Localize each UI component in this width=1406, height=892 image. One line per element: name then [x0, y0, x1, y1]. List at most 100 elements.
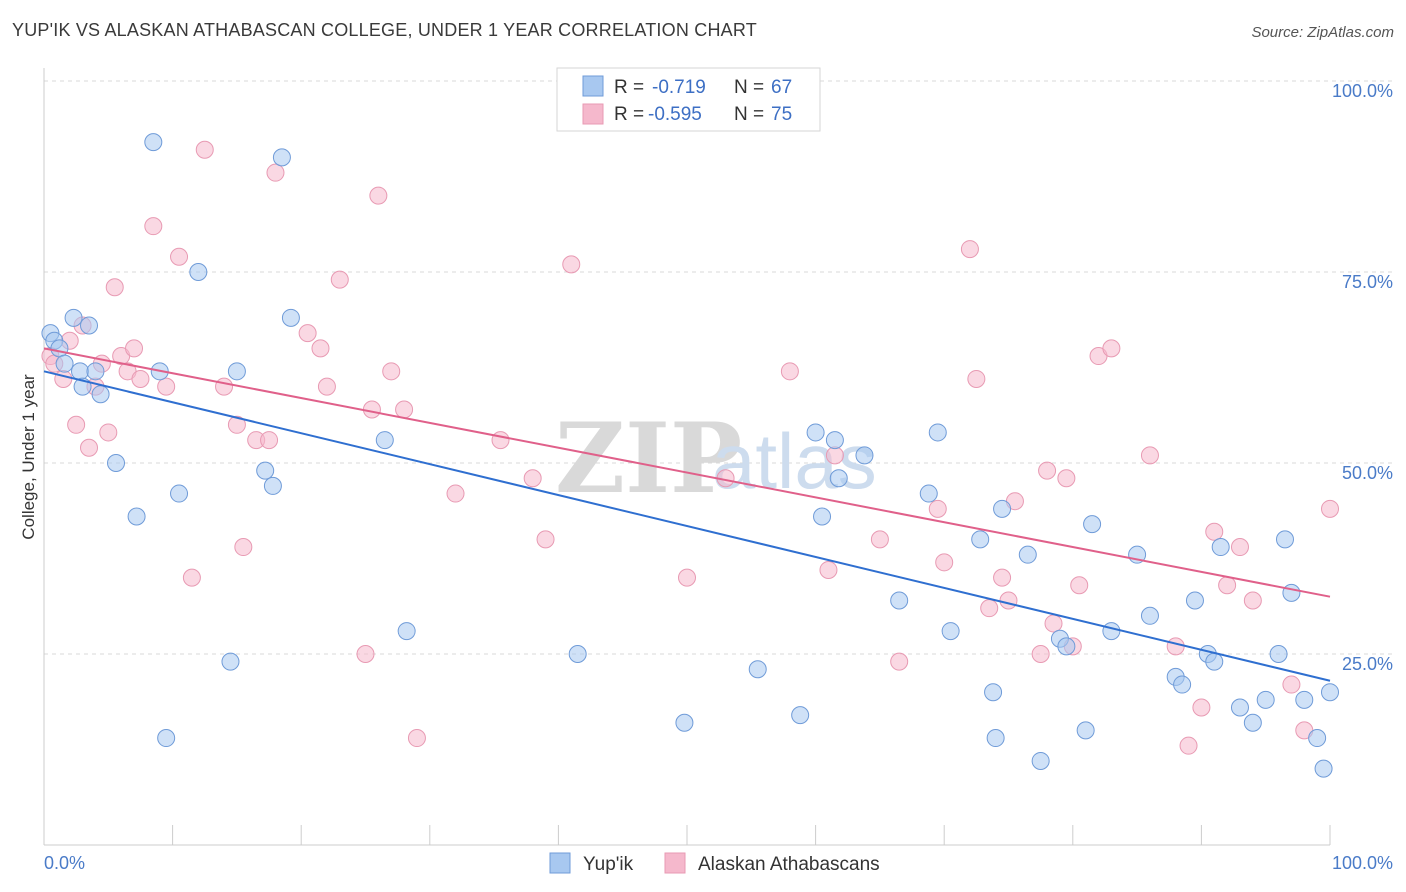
athabascan-point: [1192, 698, 1211, 717]
athabascan-point: [54, 369, 73, 388]
athabascan-point: [125, 339, 144, 358]
athabascan-point: [369, 186, 388, 205]
athabascan-point: [960, 240, 979, 259]
athabascan-point: [1102, 339, 1121, 358]
athabascan-point: [562, 255, 581, 274]
y-tick-labels: 25.0% 50.0% 75.0% 100.0%: [1332, 81, 1393, 674]
x-tick-label-min: 0.0%: [44, 853, 85, 873]
yupik-point: [890, 591, 909, 610]
athabascan-point: [234, 538, 253, 557]
watermark: ZIP atlas: [555, 402, 877, 515]
yupik-point: [64, 308, 83, 327]
yupik-point: [272, 148, 291, 167]
yupik-point: [941, 622, 960, 641]
athabascan-point: [311, 339, 330, 358]
yupik-point: [971, 530, 990, 549]
athabascan-point: [819, 560, 838, 579]
athabascan-point: [182, 568, 201, 587]
athabascan-points: [41, 140, 1339, 755]
series-legend-label-yupik: Yup'ik: [583, 854, 634, 875]
yupik-point: [189, 263, 208, 281]
athabascan-point: [298, 324, 317, 343]
watermark-atlas: atlas: [712, 417, 877, 505]
y-tick-label: 25.0%: [1342, 654, 1393, 674]
yupik-point: [748, 660, 767, 679]
athabascan-point: [993, 568, 1012, 587]
legend-r-value-yupik: -0.719: [652, 77, 706, 98]
legend-r-label-athabascan: R =: [614, 104, 644, 125]
athabascan-point: [999, 591, 1018, 610]
yupik-point: [1256, 690, 1275, 709]
athabascan-point: [105, 278, 124, 297]
series-legend: Yup'ik Alaskan Athabascans: [549, 852, 880, 875]
athabascan-point: [1179, 736, 1198, 755]
yupik-point: [825, 431, 844, 450]
athabascan-trend-line: [43, 347, 1331, 598]
athabascan-point: [536, 530, 555, 549]
athabascan-point: [1057, 469, 1076, 488]
athabascan-point: [1166, 637, 1185, 656]
yupik-point: [55, 354, 74, 373]
yupik-point: [1018, 545, 1037, 564]
watermark-zip: ZIP: [555, 402, 742, 515]
athabascan-point: [780, 362, 799, 381]
legend-swatch-athabascan: [582, 103, 604, 125]
yupik-point: [127, 507, 146, 526]
legend-r-label-yupik: R =: [614, 77, 644, 98]
yupik-point: [170, 484, 189, 503]
athabascan-point: [1031, 645, 1050, 663]
athabascan-point: [491, 431, 510, 450]
athabascan-point: [446, 484, 465, 503]
series-legend-swatch-athabascan: [664, 852, 686, 874]
athabascan-point: [1044, 614, 1063, 633]
yupik-point: [1173, 675, 1192, 694]
yupik-point: [1321, 683, 1339, 702]
yupik-point: [86, 362, 105, 381]
athabascan-point: [227, 415, 246, 434]
y-tick-label: 75.0%: [1342, 272, 1393, 292]
yupik-point: [986, 729, 1005, 748]
yupik-point: [281, 308, 300, 327]
athabascan-point: [80, 438, 99, 457]
yupik-point: [1031, 751, 1050, 770]
legend-swatch-yupik: [582, 75, 604, 97]
athabascan-point: [1321, 499, 1339, 518]
chart-title: YUP'IK VS ALASKAN ATHABASCAN COLLEGE, UN…: [12, 20, 757, 40]
trend-lines: [43, 347, 1331, 682]
athabascan-point: [1243, 591, 1262, 610]
athabascan-point: [260, 431, 279, 450]
yupik-point: [813, 507, 832, 526]
athabascan-point: [330, 270, 349, 289]
x-tick-label-max: 100.0%: [1332, 853, 1393, 873]
gridlines: [44, 80, 1393, 655]
athabascan-point: [928, 499, 947, 518]
yupik-point: [1308, 729, 1327, 748]
athabascan-point: [678, 568, 696, 587]
athabascan-point: [362, 400, 381, 419]
yupik-point: [1057, 637, 1076, 656]
y-axis-label: College, Under 1 year: [19, 374, 38, 540]
yupik-point: [919, 484, 938, 503]
yupik-point: [221, 652, 240, 671]
athabascan-point: [890, 652, 909, 671]
series-legend-label-athabascan: Alaskan Athabascans: [698, 854, 880, 875]
y-tick-label: 50.0%: [1342, 463, 1393, 483]
athabascan-point: [1070, 576, 1089, 595]
yupik-point: [928, 423, 947, 442]
athabascan-point: [1205, 522, 1224, 541]
correlation-legend: R = -0.719 N = 67 R = -0.595 N = 75: [556, 67, 821, 132]
yupik-point: [1185, 591, 1204, 610]
athabascan-point: [67, 415, 86, 434]
yupik-point: [1282, 583, 1301, 602]
athabascan-point: [825, 446, 844, 465]
legend-n-value-yupik: 67: [771, 77, 792, 98]
yupik-point: [227, 362, 246, 381]
athabascan-point: [395, 400, 414, 419]
yupik-point: [1076, 721, 1095, 740]
yupik-point: [1102, 622, 1121, 641]
source-credit: Source: ZipAtlas.com: [1251, 24, 1394, 41]
athabascan-point: [382, 362, 401, 381]
yupik-point: [1295, 690, 1314, 709]
yupik-point: [263, 476, 282, 495]
yupik-point: [1230, 698, 1249, 717]
